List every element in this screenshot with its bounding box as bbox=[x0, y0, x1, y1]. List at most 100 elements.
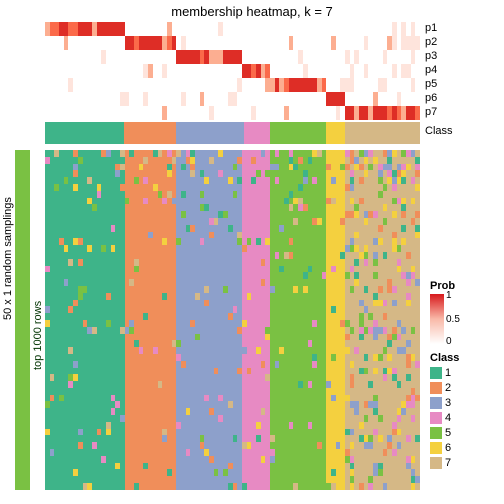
heatmap-row bbox=[45, 361, 420, 368]
heatmap-row bbox=[45, 218, 420, 225]
prob-tick: 0.5 bbox=[446, 314, 460, 325]
class-legend-item: 7 bbox=[430, 456, 459, 470]
sampling-annotation-bar bbox=[15, 150, 30, 490]
heatmap-row bbox=[45, 469, 420, 476]
class-band-segment bbox=[244, 122, 270, 144]
p-row-label: p4 bbox=[425, 64, 437, 76]
p-row-label: p3 bbox=[425, 50, 437, 62]
heatmap-row bbox=[45, 150, 420, 157]
heatmap-row bbox=[45, 238, 420, 245]
class-swatch-label: 2 bbox=[445, 382, 451, 394]
prob-row bbox=[45, 78, 420, 92]
heatmap-row bbox=[45, 327, 420, 334]
heatmap-row bbox=[45, 347, 420, 354]
heatmap-row bbox=[45, 245, 420, 252]
heatmap-row bbox=[45, 422, 420, 429]
prob-gradient-bar: 1 0.5 0 bbox=[430, 294, 444, 344]
heatmap-row bbox=[45, 225, 420, 232]
class-band-segment bbox=[345, 122, 420, 144]
prob-row bbox=[45, 50, 420, 64]
heatmap-row bbox=[45, 429, 420, 436]
heatmap-row bbox=[45, 211, 420, 218]
class-legend: Class 1 2 3 4 5 6 7 bbox=[430, 352, 459, 471]
class-band-segment bbox=[176, 122, 244, 144]
heatmap-row bbox=[45, 463, 420, 470]
heatmap-row bbox=[45, 408, 420, 415]
class-swatch-label: 7 bbox=[445, 457, 451, 469]
p-row-label: p6 bbox=[425, 92, 437, 104]
class-swatch-label: 3 bbox=[445, 397, 451, 409]
heatmap-row bbox=[45, 191, 420, 198]
class-legend-item: 3 bbox=[430, 396, 459, 410]
prob-row bbox=[45, 22, 420, 36]
class-swatch bbox=[430, 367, 442, 379]
heatmap-row bbox=[45, 368, 420, 375]
class-legend-item: 5 bbox=[430, 426, 459, 440]
heatmap-row bbox=[45, 449, 420, 456]
heatmap-row bbox=[45, 435, 420, 442]
class-swatch bbox=[430, 397, 442, 409]
prob-row bbox=[45, 106, 420, 120]
sampling-label: 50 x 1 random samplings bbox=[2, 197, 14, 320]
heatmap-row bbox=[45, 401, 420, 408]
heatmap-row bbox=[45, 170, 420, 177]
heatmap-row bbox=[45, 415, 420, 422]
class-legend-title: Class bbox=[430, 352, 459, 364]
class-swatch-label: 4 bbox=[445, 412, 451, 424]
class-band-label: Class bbox=[425, 125, 453, 137]
heatmap-row bbox=[45, 252, 420, 259]
class-annotation-band bbox=[45, 122, 420, 144]
heatmap-row bbox=[45, 442, 420, 449]
heatmap-row bbox=[45, 198, 420, 205]
class-swatch bbox=[430, 442, 442, 454]
prob-legend: Prob 1 0.5 0 bbox=[430, 280, 455, 344]
class-band-segment bbox=[326, 122, 345, 144]
class-band-segment bbox=[270, 122, 326, 144]
class-legend-item: 4 bbox=[430, 411, 459, 425]
heatmap-row bbox=[45, 388, 420, 395]
consensus-heatmap-body bbox=[45, 150, 420, 490]
class-legend-item: 1 bbox=[430, 366, 459, 380]
heatmap-row bbox=[45, 184, 420, 191]
heatmap-row bbox=[45, 164, 420, 171]
heatmap-row bbox=[45, 395, 420, 402]
class-swatch bbox=[430, 457, 442, 469]
class-legend-item: 2 bbox=[430, 381, 459, 395]
heatmap-row bbox=[45, 232, 420, 239]
heatmap-row bbox=[45, 300, 420, 307]
heatmap-row bbox=[45, 204, 420, 211]
heatmap-row bbox=[45, 340, 420, 347]
class-swatch-label: 6 bbox=[445, 442, 451, 454]
p-row-label: p2 bbox=[425, 36, 437, 48]
p-row-label: p5 bbox=[425, 78, 437, 90]
class-swatch bbox=[430, 382, 442, 394]
heatmap-row bbox=[45, 279, 420, 286]
class-band-segment bbox=[124, 122, 177, 144]
heatmap-row bbox=[45, 259, 420, 266]
heatmap-row bbox=[45, 374, 420, 381]
heatmap-row bbox=[45, 177, 420, 184]
heatmap-row bbox=[45, 381, 420, 388]
heatmap-row bbox=[45, 306, 420, 313]
chart-title: membership heatmap, k = 7 bbox=[0, 4, 504, 19]
class-band-segment bbox=[45, 122, 124, 144]
prob-tick: 0 bbox=[446, 336, 452, 347]
heatmap-row bbox=[45, 476, 420, 483]
class-swatch-label: 5 bbox=[445, 427, 451, 439]
prob-row bbox=[45, 64, 420, 78]
p-row-label: p7 bbox=[425, 106, 437, 118]
heatmap-row bbox=[45, 293, 420, 300]
heatmap-row bbox=[45, 334, 420, 341]
prob-row bbox=[45, 92, 420, 106]
class-swatch-label: 1 bbox=[445, 367, 451, 379]
heatmap-row bbox=[45, 483, 420, 490]
heatmap-row bbox=[45, 320, 420, 327]
p-row-label: p1 bbox=[425, 22, 437, 34]
heatmap-row bbox=[45, 354, 420, 361]
heatmap-row bbox=[45, 157, 420, 164]
prob-row bbox=[45, 36, 420, 50]
membership-prob-panel bbox=[45, 22, 420, 120]
heatmap-row bbox=[45, 286, 420, 293]
class-legend-item: 6 bbox=[430, 441, 459, 455]
rows-label: top 1000 rows bbox=[32, 301, 44, 370]
